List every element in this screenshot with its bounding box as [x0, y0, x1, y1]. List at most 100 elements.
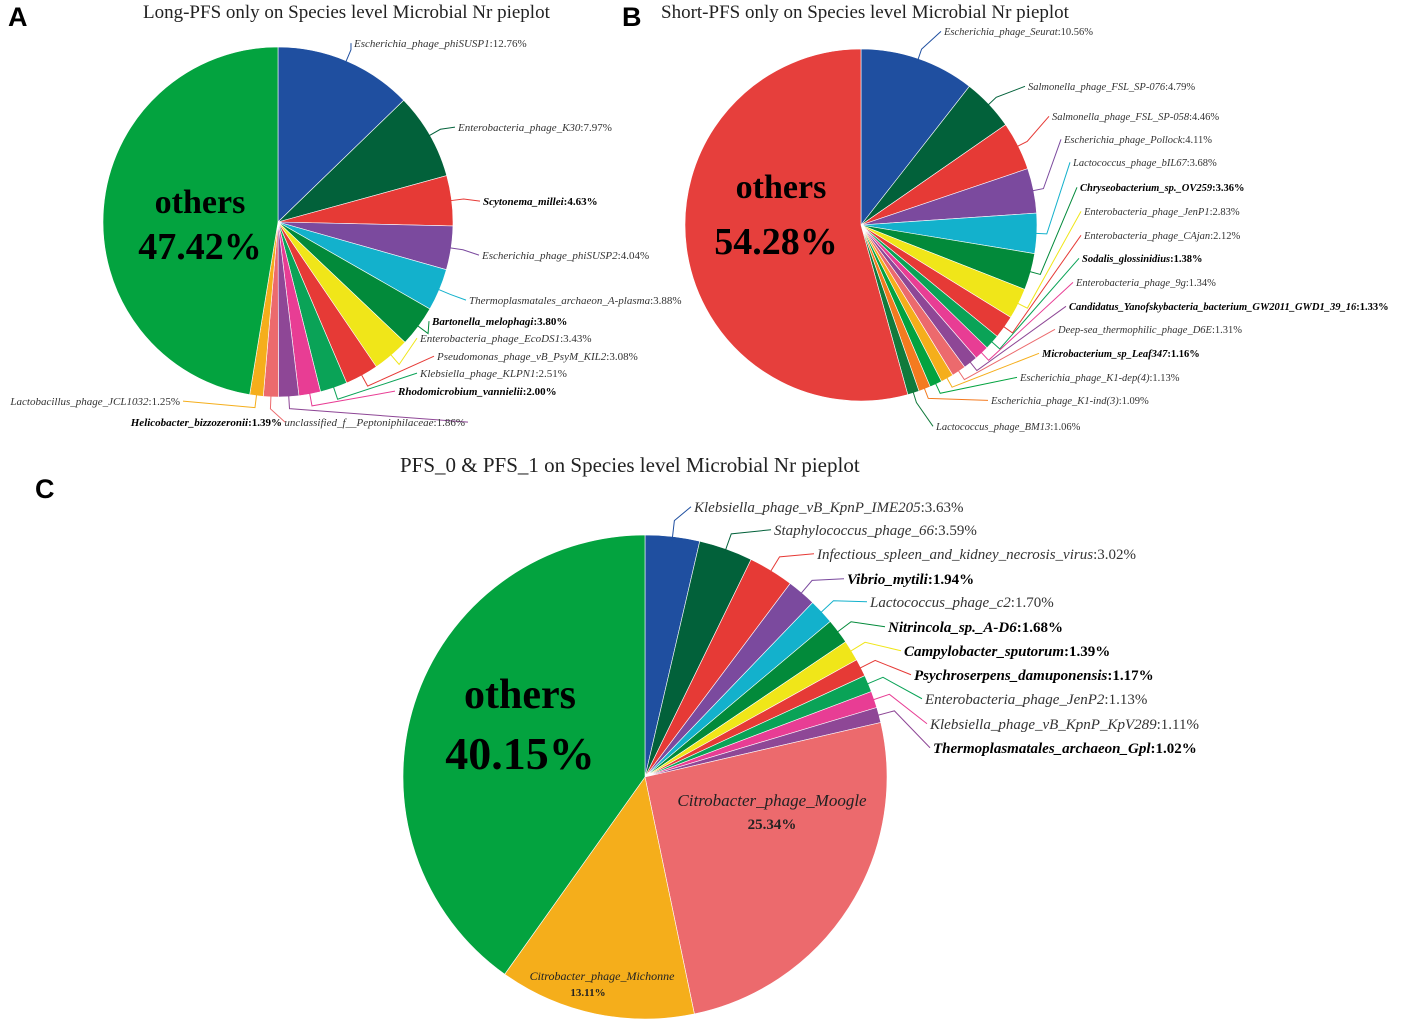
leader-line — [359, 355, 435, 387]
leader-line — [288, 393, 469, 423]
leader-line — [447, 246, 480, 256]
slice-label: Rhodomicrobium_vannielii:2.00% — [397, 386, 557, 398]
chart-title-b: Short-PFS only on Species level Microbia… — [661, 2, 1070, 23]
panel-letter-b: B — [622, 2, 642, 32]
leader-line — [869, 693, 928, 725]
slice-label: Scytonema_millei:4.63% — [483, 196, 598, 208]
others-label-b: others — [736, 169, 827, 206]
leader-line — [874, 710, 931, 749]
slice-label: Pseudomonas_phage_vB_PsyM_KIL2:3.08% — [436, 351, 638, 363]
leader-line — [945, 352, 1040, 388]
leader-line — [269, 393, 286, 423]
inner-value-michonne: 13.11% — [570, 987, 605, 999]
slice-label: Deep-sea_thermophilic_phage_D6E:1.31% — [1057, 325, 1242, 336]
leader-line — [856, 659, 912, 676]
chart-title-a: Long-PFS only on Species level Microbial… — [143, 2, 551, 23]
leader-line — [308, 390, 396, 407]
slice-label: Enterobacteria_phage_9g:1.34% — [1075, 278, 1216, 289]
chart-title-c: PFS_0 & PFS_1 on Species level Microbial… — [400, 453, 860, 477]
slice-label: Enterobacteria_phage_JenP1:2.83% — [1083, 207, 1240, 218]
slice-label: Enterobacteria_phage_EcoDS1:3.43% — [419, 333, 592, 345]
others-value-c: 40.15% — [445, 728, 595, 779]
leader-line — [817, 600, 868, 616]
slice-label: Escherichia_phage_Seurat:10.56% — [943, 27, 1093, 38]
slice-label: Lactococcus_phage_bIL67:3.68% — [1072, 158, 1217, 169]
slice-label: Klebsiella_phage_KLPN1:2.51% — [419, 368, 567, 380]
leader-line — [1014, 115, 1050, 148]
leader-line — [182, 392, 258, 409]
pie-labels-b: Escherichia_phage_Seurat:10.56% Salmonell… — [911, 27, 1389, 433]
slice-label: Escherichia_phage_phiSUSP2:4.04% — [481, 250, 649, 262]
slice-label: Lactobacillus_phage_JCL1032:1.25% — [9, 396, 180, 408]
slice-label: Psychroserpens_damuponensis:1.17% — [914, 668, 1154, 684]
leader-line — [1001, 235, 1082, 334]
leader-line — [435, 288, 467, 301]
others-label-a: others — [155, 184, 246, 221]
slice-label: Staphylococcus_phage_66:3.59% — [774, 523, 977, 539]
leader-line — [723, 529, 772, 554]
pie-labels-a: Escherichia_phage_phiSUSP1:12.76% Enterob… — [9, 38, 681, 429]
slice-label: Infectious_spleen_and_kidney_necrosis_vi… — [816, 547, 1136, 563]
pie-labels-c: Klebsiella_phage_vB_KpnP_IME205:3.63% Sta… — [671, 500, 1199, 757]
slice-label: Escherichia_phage_Pollock:4.11% — [1063, 135, 1212, 146]
leader-line — [671, 506, 692, 542]
slice-label: Escherichia_phage_phiSUSP1:12.76% — [353, 38, 527, 50]
leader-line — [1033, 162, 1071, 235]
leader-line — [388, 337, 418, 366]
slice-label: Enterobacteria_phage_K30:7.97% — [457, 122, 612, 134]
slice-label: Bartonella_melophagi:3.80% — [431, 316, 567, 328]
leader-line — [956, 328, 1056, 381]
leader-line — [916, 30, 942, 63]
others-label-c: others — [464, 672, 576, 718]
slice-label: Candidatus_Yanofskybacteria_bacterium_GW… — [1069, 302, 1389, 313]
slice-label: Microbacterium_sp_Leaf347:1.16% — [1041, 349, 1200, 360]
leader-line — [863, 676, 923, 700]
leader-line — [968, 305, 1067, 372]
pie-slice-citrobacter-phage-moogle — [644, 722, 888, 1015]
pie-slice-citrobacter-phage-michonne — [504, 776, 695, 1020]
pie-slices-b — [684, 48, 1038, 402]
pie-slice-others — [684, 48, 909, 402]
pie-slices-a — [102, 46, 454, 398]
inner-value-moogle: 25.34% — [748, 817, 797, 833]
slice-label: Chryseobacterium_sp._OV259:3.36% — [1080, 183, 1245, 194]
slice-label: unclassified_f__Peptoniphilaceae:1.86% — [284, 417, 465, 429]
slice-label: Lactococcus_phage_c2:1.70% — [869, 595, 1054, 611]
slice-label: Enterobacteria_phage_JenP2:1.13% — [924, 692, 1147, 708]
pie-slice-others — [102, 46, 279, 396]
slice-label: Escherichia_phage_K1-dep(4):1.13% — [1019, 373, 1180, 384]
slice-label: Thermoplasmatales_archaeon_A-plasma:3.88… — [469, 295, 682, 307]
leader-line — [344, 43, 352, 65]
leader-line — [1030, 139, 1062, 192]
others-value-b: 54.28% — [714, 221, 838, 263]
leader-line — [989, 257, 1080, 350]
slice-label: Nitrincola_sp._A-D6:1.68% — [887, 620, 1063, 636]
panel-letter-a: A — [8, 2, 28, 32]
leader-line — [847, 641, 902, 654]
leader-line — [978, 281, 1074, 362]
leader-line — [986, 85, 1026, 107]
slice-label: Salmonella_phage_FSL_SP-076:4.79% — [1028, 82, 1195, 93]
leader-line — [1027, 187, 1078, 276]
inner-label-michonne: Citrobacter_phage_Michonne — [530, 969, 676, 983]
leader-line — [922, 385, 989, 401]
panel-b: B Short-PFS only on Species level Microb… — [622, 2, 1389, 433]
slice-label: Klebsiella_phage_vB_KpnP_KpV289:1.11% — [929, 717, 1199, 733]
inner-label-moogle: Citrobacter_phage_Moogle — [677, 791, 867, 810]
panel-a: A Long-PFS only on Species level Microbi… — [8, 2, 682, 429]
leader-line — [798, 578, 845, 597]
slice-label: Salmonella_phage_FSL_SP-058:4.46% — [1052, 112, 1219, 123]
panel-letter-c: C — [35, 474, 55, 504]
slice-label: Klebsiella_phage_vB_KpnP_IME205:3.63% — [693, 500, 964, 516]
leader-line — [415, 321, 430, 335]
leader-line — [448, 198, 481, 202]
leader-line — [911, 389, 934, 427]
leader-line — [933, 376, 1018, 394]
slice-label: Vibrio_mytili:1.94% — [847, 572, 974, 588]
leader-line — [834, 621, 886, 635]
leader-line — [426, 126, 456, 138]
slice-label: Lactococcus_phage_BM13:1.06% — [935, 422, 1081, 433]
leader-line — [768, 553, 815, 575]
leader-line — [332, 372, 418, 400]
